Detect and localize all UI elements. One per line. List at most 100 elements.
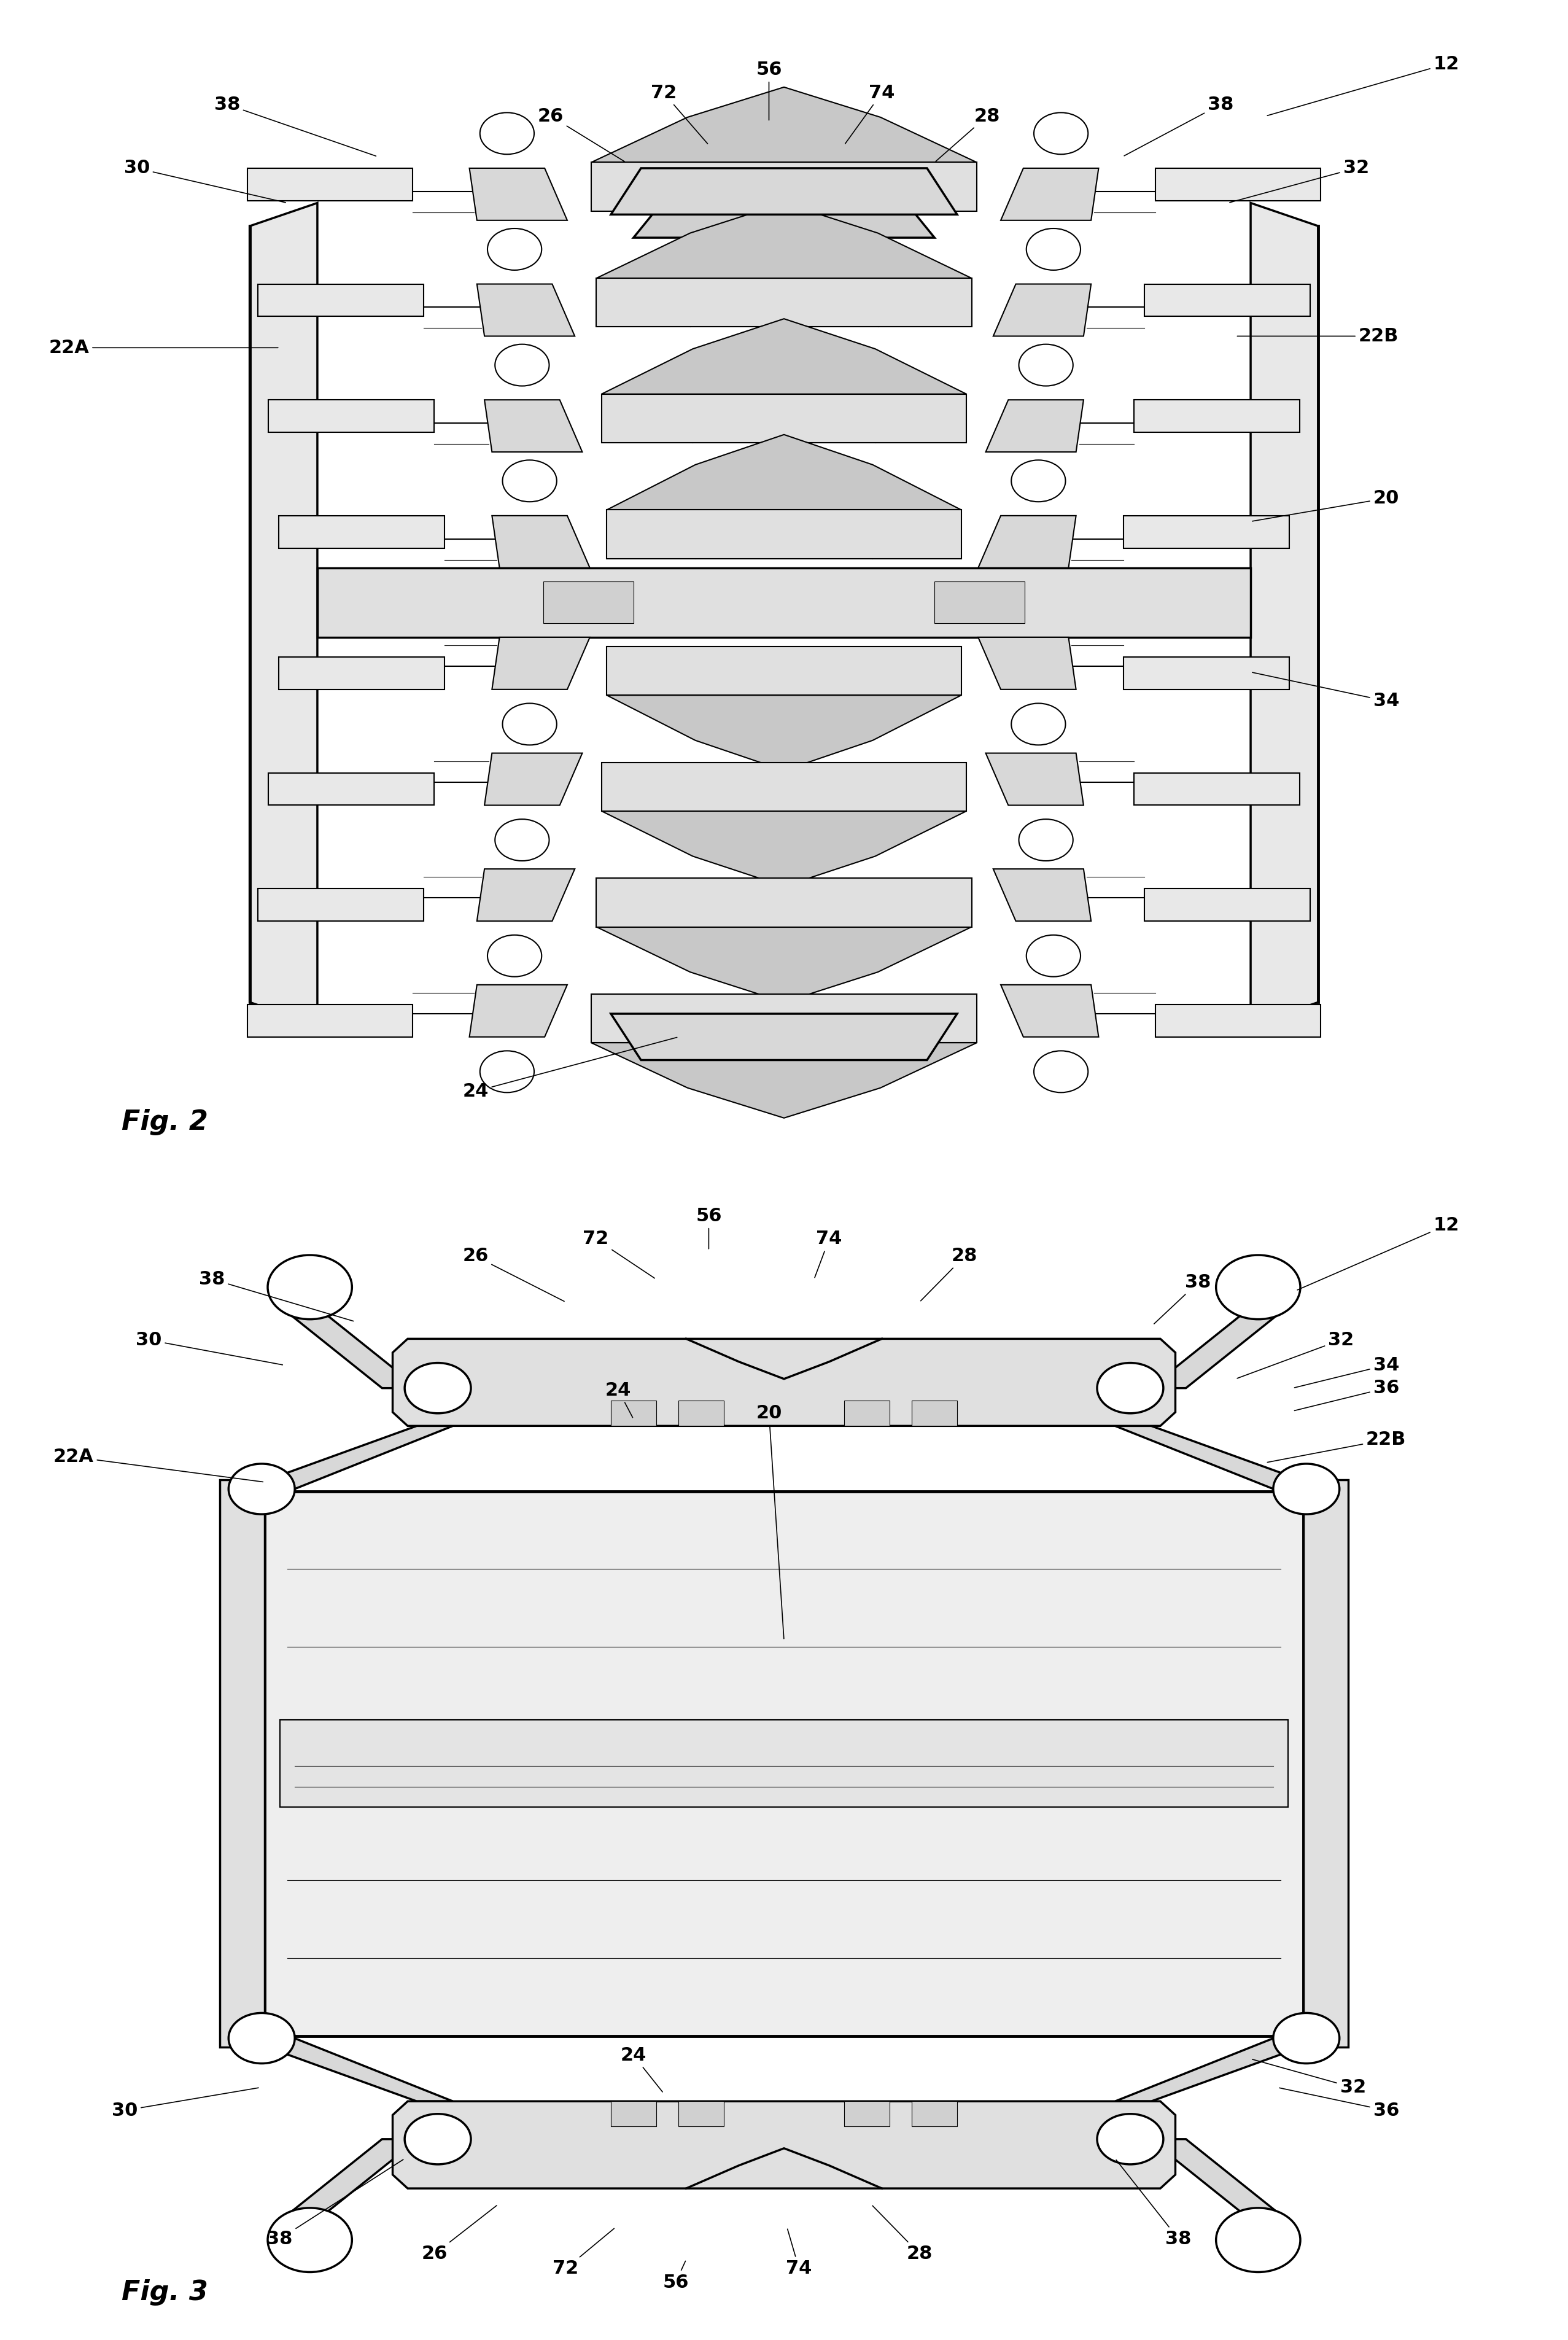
Circle shape	[488, 229, 541, 269]
Circle shape	[1027, 936, 1080, 976]
Polygon shape	[1303, 1479, 1348, 2048]
Polygon shape	[292, 1315, 419, 1388]
Polygon shape	[993, 283, 1091, 337]
Circle shape	[268, 1254, 351, 1320]
Text: 38: 38	[215, 96, 376, 157]
Polygon shape	[268, 772, 434, 805]
Polygon shape	[978, 515, 1076, 569]
Text: 56: 56	[663, 2260, 688, 2291]
Polygon shape	[607, 695, 961, 770]
Circle shape	[502, 704, 557, 744]
Polygon shape	[249, 204, 317, 1025]
Text: 56: 56	[756, 61, 782, 119]
Circle shape	[1011, 704, 1066, 744]
Polygon shape	[913, 2101, 956, 2127]
Text: 26: 26	[463, 1247, 564, 1301]
Text: 34: 34	[1295, 1357, 1399, 1388]
Polygon shape	[1156, 168, 1320, 201]
Polygon shape	[935, 583, 1025, 622]
Polygon shape	[1156, 1004, 1320, 1037]
Polygon shape	[1145, 283, 1311, 316]
Circle shape	[495, 819, 549, 861]
Text: 30: 30	[136, 1331, 282, 1364]
Circle shape	[495, 344, 549, 386]
Polygon shape	[220, 1479, 265, 2048]
Polygon shape	[469, 168, 568, 220]
Polygon shape	[602, 763, 966, 812]
Text: 20: 20	[1253, 489, 1399, 522]
Circle shape	[1217, 2209, 1300, 2272]
Polygon shape	[596, 204, 972, 278]
Polygon shape	[602, 393, 966, 442]
Polygon shape	[993, 868, 1091, 922]
Polygon shape	[317, 569, 1251, 636]
Polygon shape	[1115, 2036, 1331, 2101]
Polygon shape	[612, 1013, 956, 1060]
Polygon shape	[1251, 204, 1319, 1025]
Polygon shape	[279, 658, 444, 690]
Polygon shape	[237, 1425, 453, 1491]
Circle shape	[1217, 1254, 1300, 1320]
Polygon shape	[1134, 400, 1300, 433]
Text: 20: 20	[756, 1404, 784, 1638]
Polygon shape	[591, 994, 977, 1044]
Circle shape	[405, 2113, 470, 2164]
Text: 28: 28	[872, 2207, 933, 2263]
Text: 12: 12	[1267, 56, 1460, 115]
Circle shape	[1273, 1465, 1339, 1514]
Circle shape	[1033, 112, 1088, 154]
Circle shape	[229, 1465, 295, 1514]
Polygon shape	[392, 2101, 1176, 2188]
Circle shape	[1027, 229, 1080, 269]
Text: 38: 38	[199, 1271, 353, 1322]
Text: 24: 24	[605, 1381, 632, 1418]
Text: 72: 72	[651, 84, 707, 143]
Polygon shape	[986, 400, 1083, 452]
Polygon shape	[607, 435, 961, 510]
Polygon shape	[1124, 515, 1289, 548]
Polygon shape	[248, 1004, 412, 1037]
Text: 32: 32	[1237, 1331, 1353, 1378]
Text: 32: 32	[1229, 159, 1369, 204]
Polygon shape	[612, 1402, 655, 1425]
Polygon shape	[978, 636, 1076, 690]
Text: 74: 74	[786, 2230, 812, 2277]
Text: 30: 30	[124, 159, 285, 204]
Circle shape	[1098, 2113, 1163, 2164]
Text: 26: 26	[422, 2207, 497, 2263]
Text: 38: 38	[1124, 96, 1234, 157]
Text: 28: 28	[936, 108, 1000, 161]
Polygon shape	[292, 2139, 419, 2211]
Circle shape	[502, 461, 557, 501]
Polygon shape	[1149, 1315, 1276, 1388]
Polygon shape	[913, 1402, 956, 1425]
Polygon shape	[1000, 168, 1099, 220]
Polygon shape	[257, 889, 423, 922]
Circle shape	[1011, 461, 1066, 501]
Circle shape	[229, 2012, 295, 2064]
Circle shape	[1098, 1362, 1163, 1413]
Polygon shape	[986, 753, 1083, 805]
Text: 56: 56	[696, 1207, 721, 1250]
Polygon shape	[591, 161, 977, 211]
Polygon shape	[612, 168, 956, 215]
Polygon shape	[612, 2101, 655, 2127]
Polygon shape	[602, 318, 966, 393]
Circle shape	[480, 1051, 535, 1093]
Text: 38: 38	[1154, 1273, 1210, 1324]
Text: 72: 72	[554, 2228, 615, 2277]
Polygon shape	[392, 1338, 1176, 1425]
Text: 74: 74	[815, 1231, 842, 1278]
Polygon shape	[1149, 2139, 1276, 2211]
Text: 34: 34	[1253, 672, 1399, 709]
Polygon shape	[1115, 1425, 1331, 1491]
Polygon shape	[679, 2101, 724, 2127]
Circle shape	[1019, 344, 1073, 386]
Polygon shape	[591, 87, 977, 161]
Polygon shape	[265, 1491, 1303, 2036]
Polygon shape	[279, 515, 444, 548]
Text: 22A: 22A	[49, 339, 278, 356]
Text: 38: 38	[267, 2160, 403, 2249]
Polygon shape	[485, 753, 582, 805]
Polygon shape	[844, 1402, 889, 1425]
